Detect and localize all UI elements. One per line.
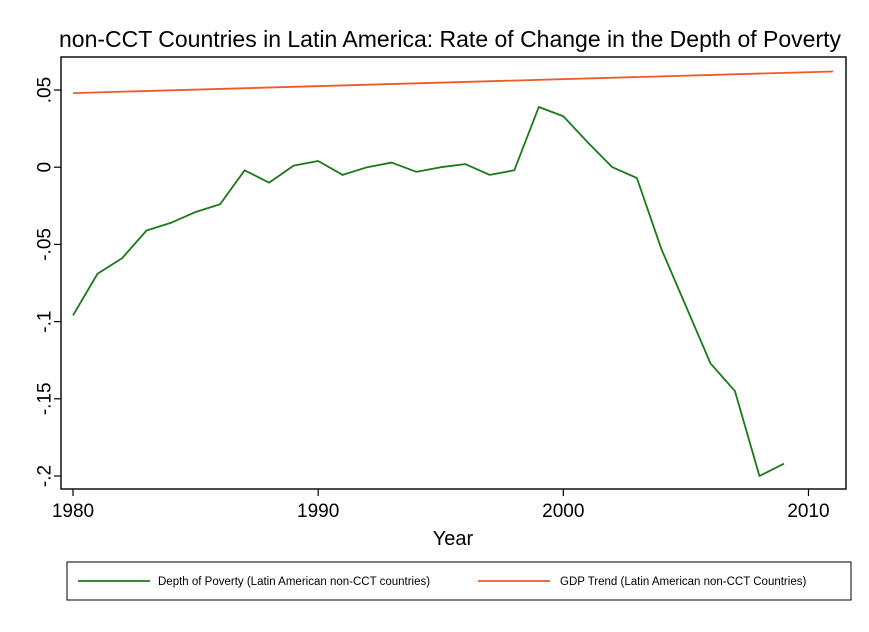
series-line-1 (72, 70, 834, 94)
legend-label-1: GDP Trend (Latin American non-CCT Countr… (560, 576, 806, 588)
legend-box (66, 561, 852, 601)
y-tick-label-4: -.15 (35, 382, 56, 415)
plot-frame (60, 56, 847, 490)
y-axis: .05 0 -.05 -.1 -.15 -.2 (35, 77, 61, 487)
legend-label-0: Depth of Poverty (Latin American non-CCT… (158, 576, 430, 588)
x-tick-label-1: 1990 (297, 501, 339, 522)
x-tick-label-2: 2000 (542, 501, 584, 522)
chart-title: non-CCT Countries in Latin America: Rate… (59, 26, 841, 52)
y-tick-label-0: .05 (35, 77, 56, 103)
y-tick-label-2: -.05 (35, 228, 56, 261)
x-axis: 1980 1990 2000 2010 (52, 489, 830, 522)
y-tick-label-5: -.2 (35, 465, 56, 487)
x-tick-label-3: 2010 (787, 501, 829, 522)
series-layer (72, 70, 834, 477)
series-line-0 (72, 106, 785, 477)
x-axis-label: Year (433, 528, 474, 550)
y-tick-label-1: 0 (35, 162, 56, 173)
y-tick-label-3: -.1 (35, 311, 56, 333)
x-tick-label-0: 1980 (52, 501, 94, 522)
legend: Depth of Poverty (Latin American non-CCT… (78, 576, 806, 588)
